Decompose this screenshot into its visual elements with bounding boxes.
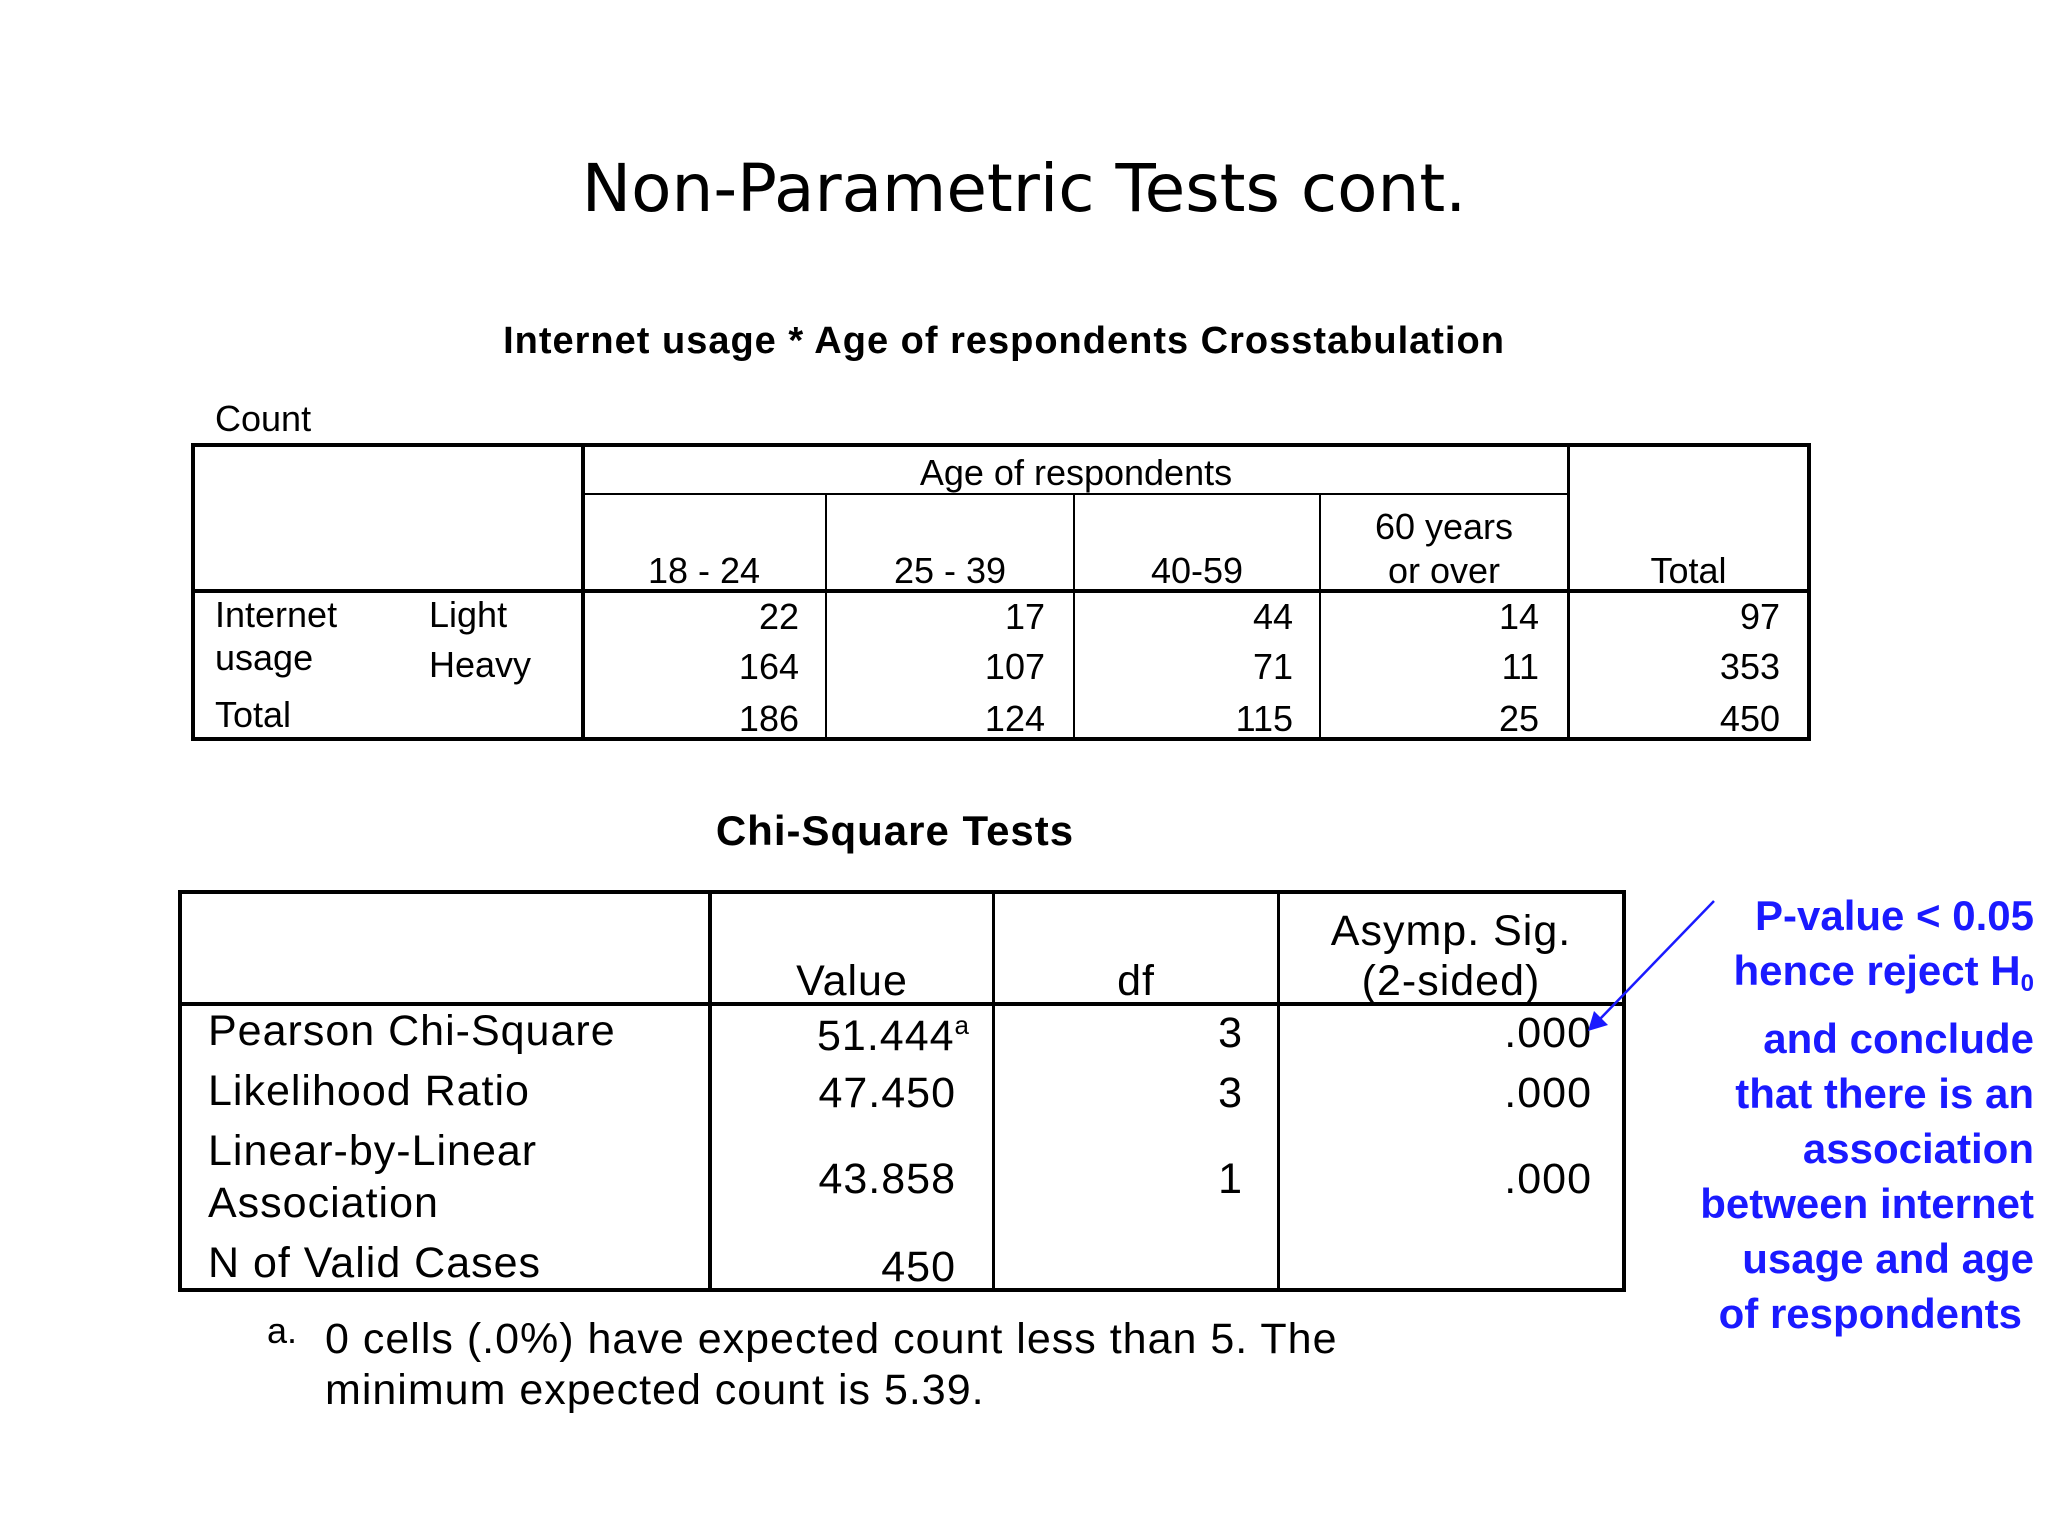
row-group-label: usage bbox=[215, 637, 314, 678]
row-group-label: Internet bbox=[215, 594, 338, 635]
table-rule bbox=[1277, 894, 1280, 1288]
column-header: or over bbox=[1387, 550, 1501, 591]
table-cell: 43.858 bbox=[818, 1155, 956, 1203]
column-header: 40-59 bbox=[1150, 550, 1244, 591]
row-label: Linear-by-Linear bbox=[208, 1127, 538, 1175]
table-rule bbox=[1073, 495, 1075, 737]
row-label: Likelihood Ratio bbox=[208, 1067, 530, 1115]
table-rule bbox=[1319, 495, 1321, 737]
footnote-text: 0 cells (.0%) have expected count less t… bbox=[325, 1315, 1338, 1363]
annotation-line: and conclude bbox=[1763, 1015, 2034, 1062]
table-cell: 186 bbox=[738, 698, 799, 739]
table-cell: 3 bbox=[1218, 1009, 1243, 1057]
table-cell: 115 bbox=[1235, 698, 1293, 739]
table-cell: 1 bbox=[1218, 1155, 1243, 1203]
table-cell: 3 bbox=[1218, 1069, 1243, 1117]
annotation-arrow bbox=[1588, 900, 1715, 1031]
annotation-line: usage and age bbox=[1742, 1235, 2034, 1282]
table-rule bbox=[825, 495, 827, 737]
table-cell: 47.450 bbox=[818, 1069, 956, 1117]
table-rule bbox=[195, 589, 1807, 593]
row-label: Association bbox=[208, 1179, 439, 1227]
table-rule bbox=[708, 894, 712, 1288]
table-cell: 97 bbox=[1739, 596, 1780, 637]
table-cell: 164 bbox=[738, 646, 799, 687]
footnote-text: minimum expected count is 5.39. bbox=[325, 1366, 985, 1414]
table-cell: 450 bbox=[881, 1243, 956, 1291]
table-cell: 17 bbox=[1004, 596, 1045, 637]
age-group-header: Age of respondents bbox=[919, 452, 1233, 493]
table-cell: .000 bbox=[1504, 1009, 1592, 1057]
column-header-sig: Asymp. Sig. bbox=[1330, 907, 1572, 955]
table-cell: 353 bbox=[1719, 646, 1780, 687]
table-cell: 25 bbox=[1498, 698, 1539, 739]
column-header-df: df bbox=[1117, 957, 1155, 1005]
row-label-total: Total bbox=[215, 694, 292, 735]
annotation-line: P-value < 0.05 bbox=[1754, 892, 2034, 939]
crosstab-title: Internet usage * Age of respondents Cros… bbox=[503, 320, 1505, 362]
table-cell: 124 bbox=[984, 698, 1045, 739]
row-label: Pearson Chi-Square bbox=[208, 1007, 616, 1055]
table-cell: 11 bbox=[1501, 646, 1539, 687]
column-header: 60 years bbox=[1374, 506, 1514, 547]
table-cell: 71 bbox=[1252, 646, 1293, 687]
footnote-superscript: a bbox=[954, 1010, 970, 1040]
table-cell: 44 bbox=[1252, 596, 1293, 637]
table-cell: 450 bbox=[1719, 698, 1780, 739]
column-header-total: Total bbox=[1650, 550, 1727, 591]
crosstab-count-label: Count bbox=[215, 398, 312, 439]
row-label: Heavy bbox=[429, 644, 532, 685]
table-rule bbox=[583, 493, 1569, 495]
annotation-line: association bbox=[1802, 1125, 2034, 1172]
table-rule bbox=[182, 1002, 1622, 1006]
annotation-line: that there is an bbox=[1735, 1070, 2034, 1117]
table-cell: 107 bbox=[984, 646, 1045, 687]
table-cell: .000 bbox=[1504, 1069, 1592, 1117]
crosstab-table: Age of respondents 18 - 24 25 - 39 40-59… bbox=[191, 443, 1811, 741]
column-header: 18 - 24 bbox=[647, 550, 761, 591]
annotation-line: of respondents bbox=[1718, 1290, 2022, 1337]
annotation-text: P-value < 0.05 hence reject H0 and concl… bbox=[1700, 888, 2034, 1341]
slide-title: Non-Parametric Tests cont. bbox=[581, 150, 1467, 227]
annotation-line: hence reject H0 bbox=[1733, 947, 2035, 997]
row-label: N of Valid Cases bbox=[208, 1239, 542, 1287]
row-label: Light bbox=[429, 594, 508, 635]
table-cell: 51.444a bbox=[817, 1010, 970, 1060]
column-header-sig: (2-sided) bbox=[1361, 957, 1541, 1005]
table-cell: 14 bbox=[1498, 596, 1539, 637]
chisquare-title: Chi-Square Tests bbox=[715, 807, 1075, 854]
table-cell: 22 bbox=[758, 596, 799, 637]
table-cell: .000 bbox=[1504, 1155, 1592, 1203]
annotation-line: between internet bbox=[1700, 1180, 2034, 1227]
column-header: 25 - 39 bbox=[893, 550, 1007, 591]
chisquare-table: Value df Asymp. Sig. (2-sided) Pearson C… bbox=[178, 890, 1626, 1292]
footnote-marker: a. bbox=[267, 1310, 298, 1351]
column-header-value: Value bbox=[796, 957, 908, 1005]
table-rule bbox=[992, 894, 995, 1288]
